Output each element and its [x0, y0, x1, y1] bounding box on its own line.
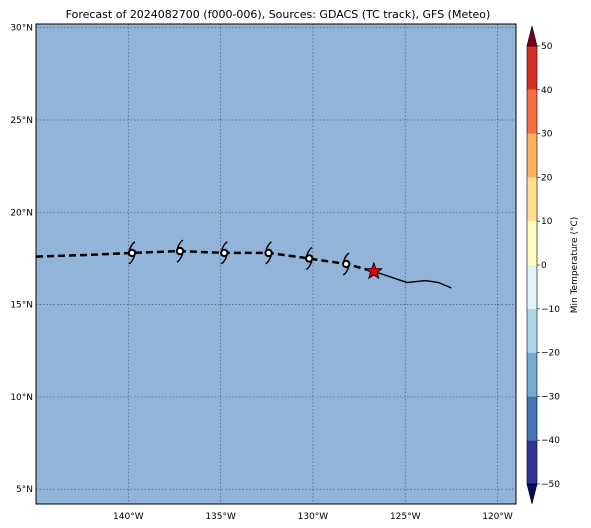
colorbar-tick-label: 40 [541, 86, 553, 96]
lon-tick-label: 125°W [390, 512, 421, 522]
tropical-storm-icon [175, 239, 185, 263]
observed-track-line [373, 270, 452, 289]
lat-tick-label: 20°N [10, 208, 33, 218]
colorbar-tick-label: −20 [541, 349, 560, 359]
colorbar-over-extension [526, 25, 538, 47]
tropical-storm-icon [220, 241, 229, 265]
colorbar-segment [527, 308, 537, 353]
lon-tick-label: 130°W [298, 512, 329, 522]
lat-tick-label: 10°N [10, 393, 33, 403]
current-position-star-icon [364, 261, 383, 280]
cyclone-track [35, 239, 452, 289]
colorbar-segment [527, 396, 537, 441]
ocean-background [35, 23, 517, 505]
colorbar-segment [527, 352, 537, 397]
colorbar-segment [527, 46, 537, 90]
graticule [36, 24, 516, 504]
colorbar-tick-label: −50 [541, 480, 560, 490]
colorbar-tick-label: 50 [541, 42, 553, 52]
colorbar-tick-label: −30 [541, 392, 560, 402]
tropical-storm-icon [264, 241, 273, 265]
colorbar-label: Min Temperature (°C) [570, 217, 580, 314]
colorbar-tick-label: −10 [541, 305, 560, 315]
lat-tick-label: 25°N [10, 116, 33, 126]
figure-title: Forecast of 2024082700 (f000-006), Sourc… [66, 8, 491, 21]
map-axis-ticks: 140°W 135°W 130°W 125°W 120°W 5°N 10°N 15°N 20°N… [10, 24, 513, 522]
colorbar-under-extension [526, 483, 538, 505]
lat-tick-label: 5°N [16, 485, 33, 495]
colorbar: −50 −40 −30 −20 −10 0 10 20 30 40 50 [526, 25, 560, 505]
lon-tick-label: 135°W [205, 512, 236, 522]
lon-tick-label: 140°W [113, 512, 144, 522]
tropical-storm-icon [305, 246, 314, 271]
tropical-storm-icon [342, 252, 351, 276]
tropical-storm-icon [127, 241, 137, 265]
colorbar-tick-label: 20 [541, 173, 553, 183]
colorbar-tick-label: 30 [541, 130, 553, 140]
colorbar-tick-label: −40 [541, 436, 560, 446]
colorbar-segment [527, 265, 537, 309]
colorbar-tick-label: 0 [541, 261, 547, 271]
lon-tick-label: 120°W [482, 512, 513, 522]
colorbar-segment [527, 89, 537, 134]
colorbar-segment [527, 440, 537, 484]
colorbar-segment [527, 177, 537, 222]
map-panel[interactable] [35, 23, 517, 505]
lat-tick-label: 15°N [10, 301, 33, 311]
lat-tick-label: 30°N [10, 24, 33, 34]
colorbar-segment [527, 221, 537, 265]
colorbar-tick-label: 10 [541, 217, 553, 227]
colorbar-segment [527, 133, 537, 178]
map-frame [35, 23, 517, 505]
